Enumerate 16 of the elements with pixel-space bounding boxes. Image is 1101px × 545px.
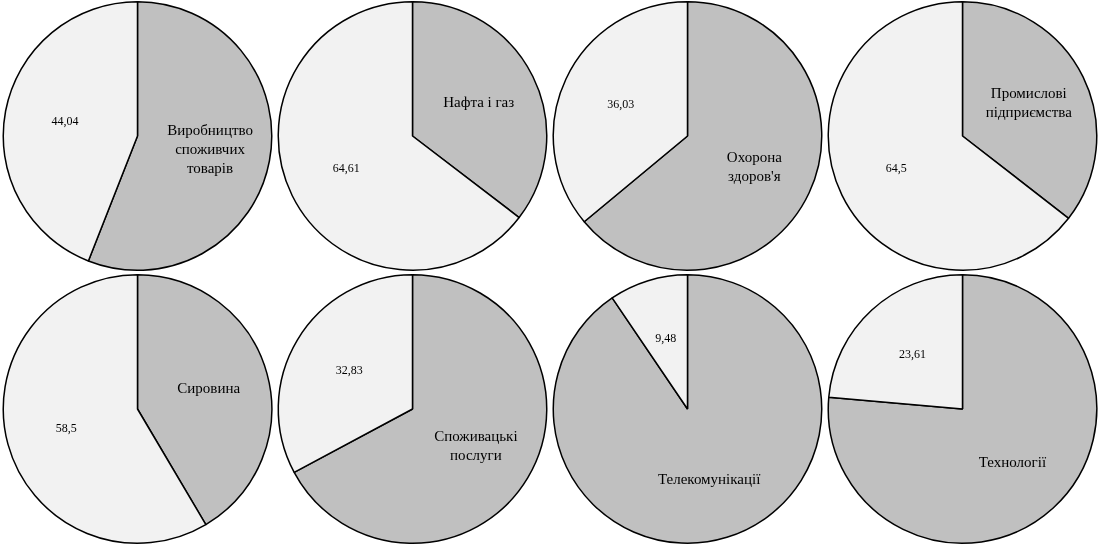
data-label: 58,5 [55, 420, 77, 435]
slice-label: Виробництво споживчих товарів [167, 121, 253, 176]
slice-label: Технології [978, 453, 1047, 470]
data-label: 32,83 [335, 362, 363, 377]
data-label: 64,5 [885, 160, 907, 175]
slice-label: Промислові підприємства [985, 84, 1073, 120]
data-label: 23,61 [899, 346, 927, 361]
slice-label: Сировина [177, 379, 241, 396]
slice-label: Споживацькі послуги [434, 427, 518, 463]
data-label: 64,61 [332, 160, 360, 175]
slice-label: Телекомунікації [657, 470, 762, 487]
data-label: 44,04 [51, 114, 79, 129]
data-label: 9,48 [655, 330, 677, 345]
slice-label: Нафта і газ [443, 94, 515, 111]
data-label: 36,03 [607, 96, 635, 111]
slice-label: Охорона здоров'я [726, 148, 783, 184]
